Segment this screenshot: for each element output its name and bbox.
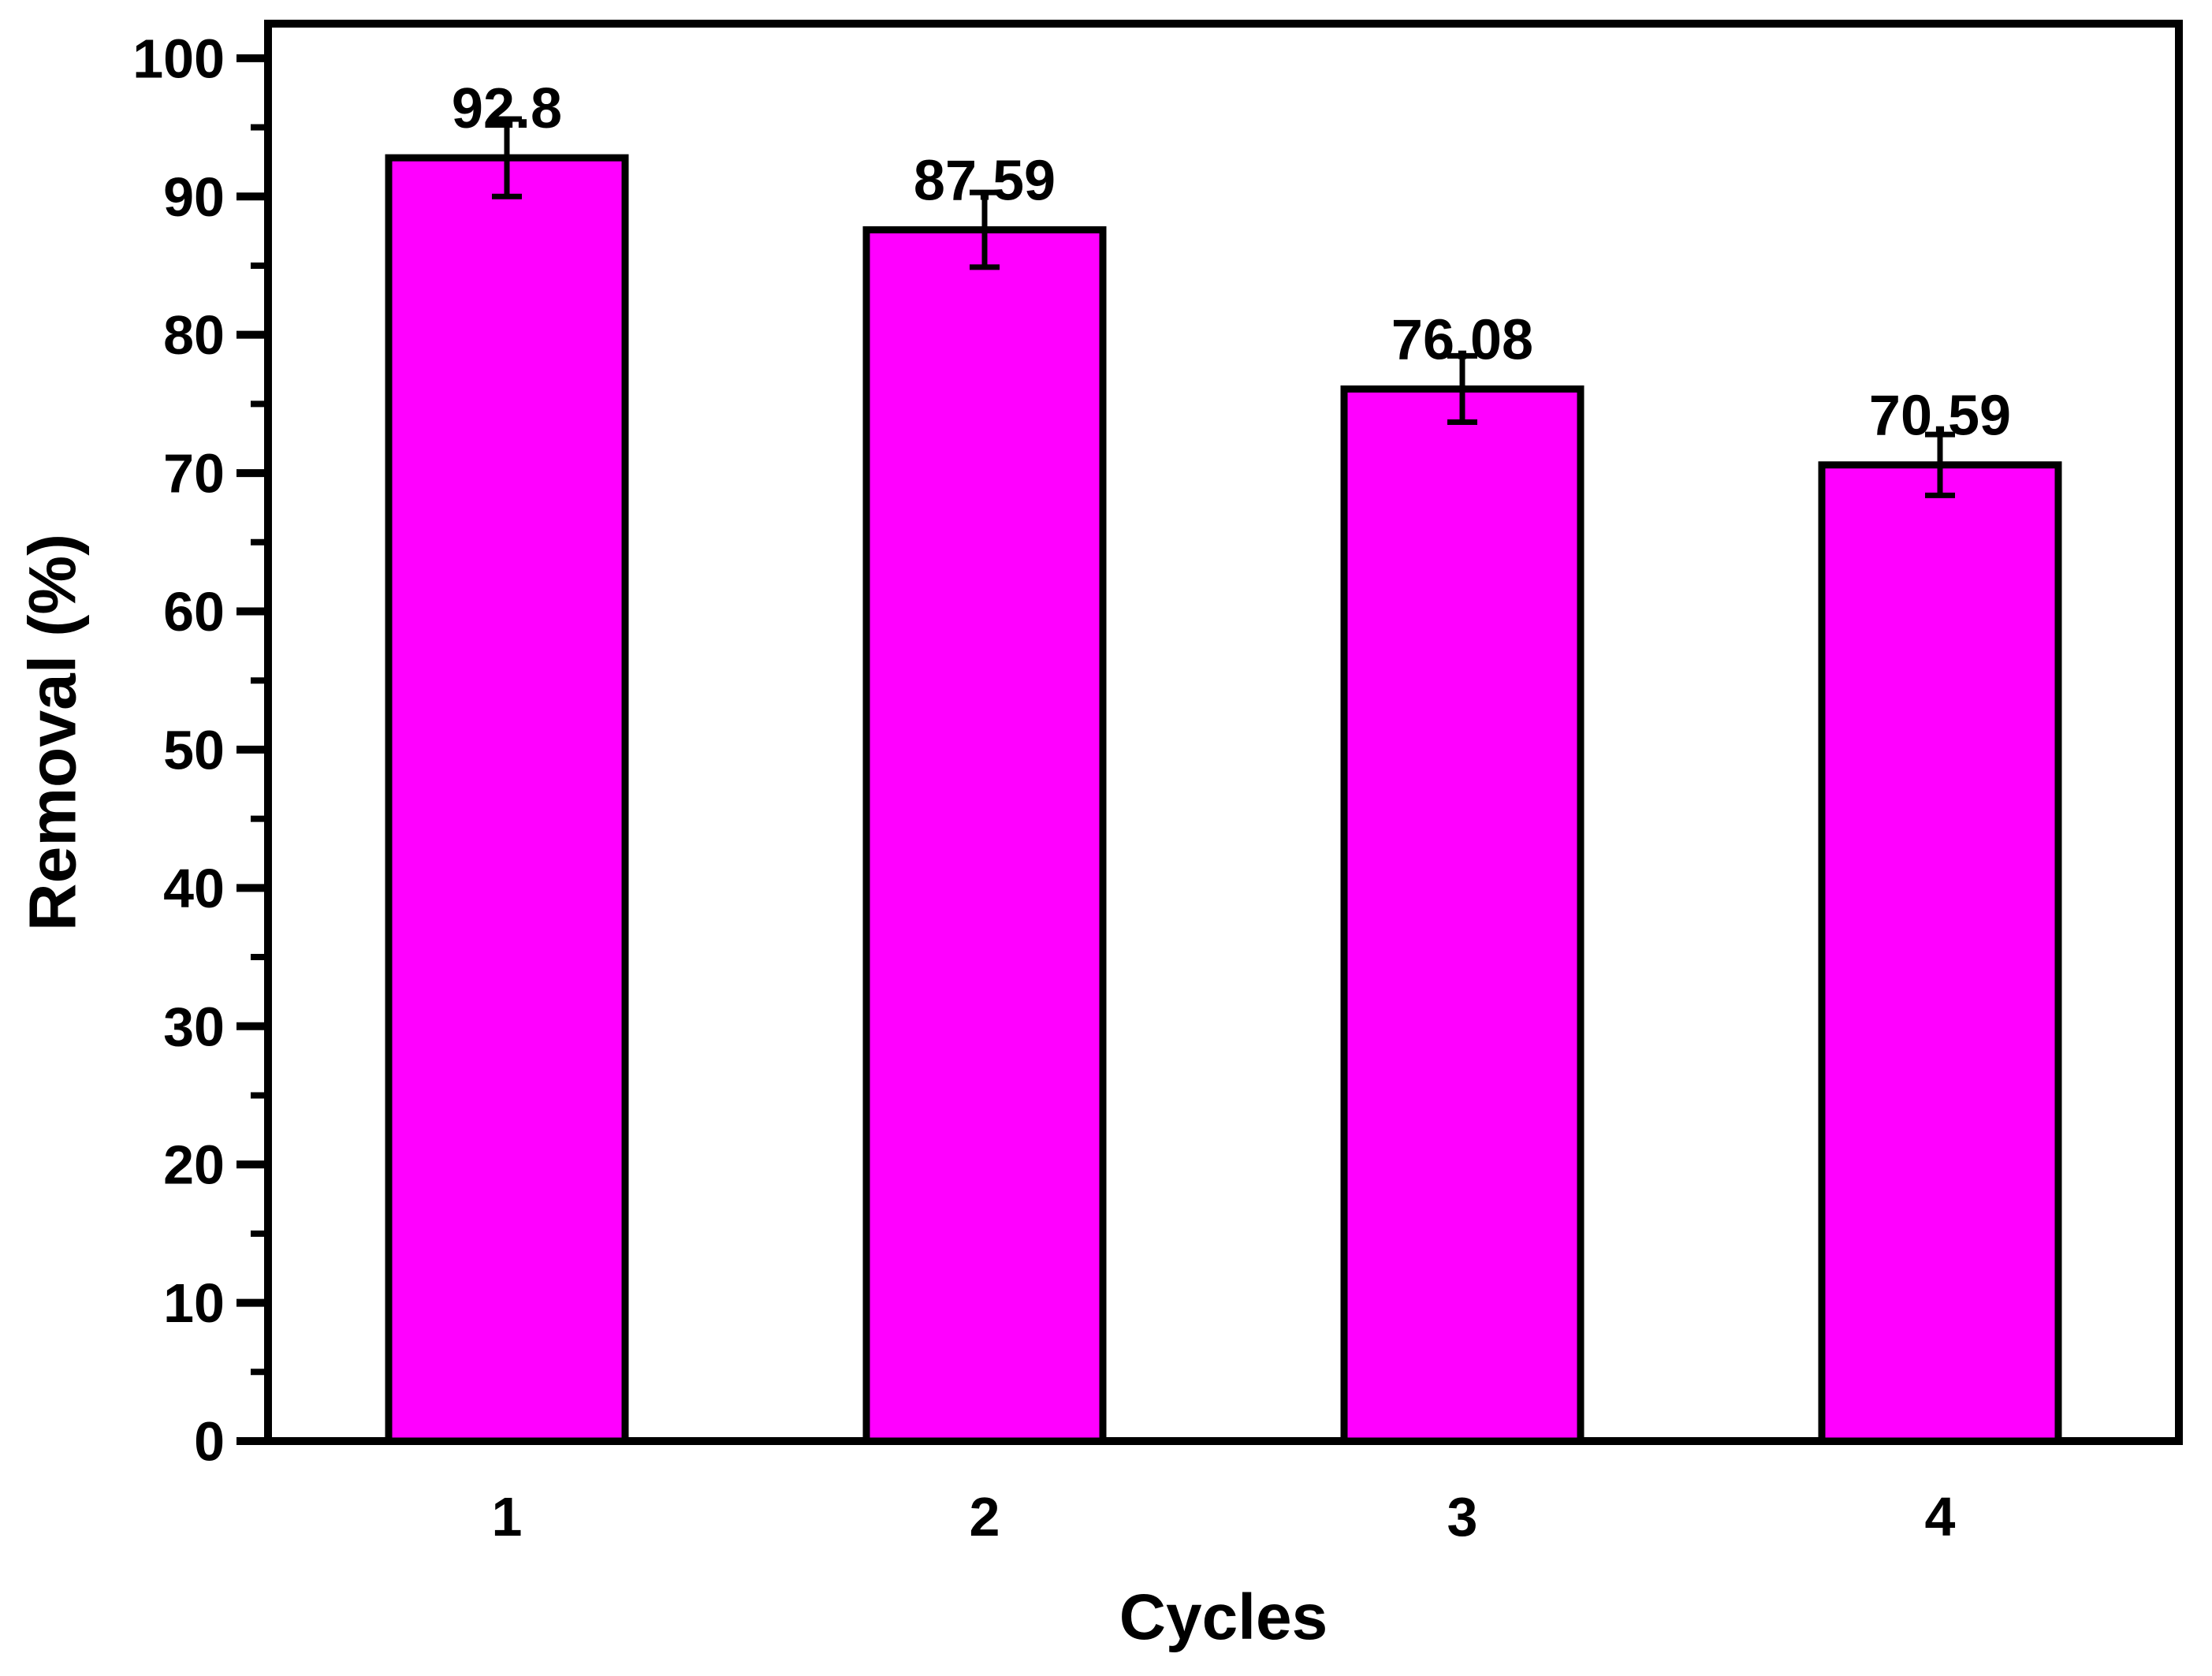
bar (1340, 385, 1585, 1445)
x-tick-label: 3 (1447, 1486, 1478, 1548)
y-tick-label: 40 (163, 858, 225, 919)
bar-value-label: 87.59 (914, 150, 1056, 213)
y-tick-label: 80 (163, 304, 225, 366)
y-tick-label: 50 (163, 719, 225, 780)
plot-frame (264, 20, 2183, 1445)
bar-value-label: 76.08 (1391, 308, 1533, 371)
y-tick-label: 90 (163, 166, 225, 228)
y-tick-label: 20 (163, 1134, 225, 1196)
x-tick-label: 4 (1925, 1486, 1956, 1548)
bar-value-label: 70.59 (1869, 385, 2011, 448)
y-tick-label: 30 (163, 996, 225, 1057)
bar (385, 154, 629, 1445)
x-tick-label: 1 (492, 1486, 523, 1548)
x-tick-label: 2 (970, 1486, 1000, 1548)
y-axis-title: Removal (%) (15, 533, 90, 932)
y-tick-label: 60 (163, 581, 225, 642)
bar (1818, 461, 2062, 1445)
y-tick-label: 0 (194, 1411, 225, 1473)
x-axis-title: Cycles (1119, 1581, 1328, 1653)
y-tick-label: 10 (163, 1272, 225, 1334)
y-tick-label: 100 (132, 28, 225, 89)
bar (862, 226, 1107, 1445)
y-tick-label: 70 (163, 443, 225, 505)
bar-value-label: 92.8 (452, 77, 562, 140)
